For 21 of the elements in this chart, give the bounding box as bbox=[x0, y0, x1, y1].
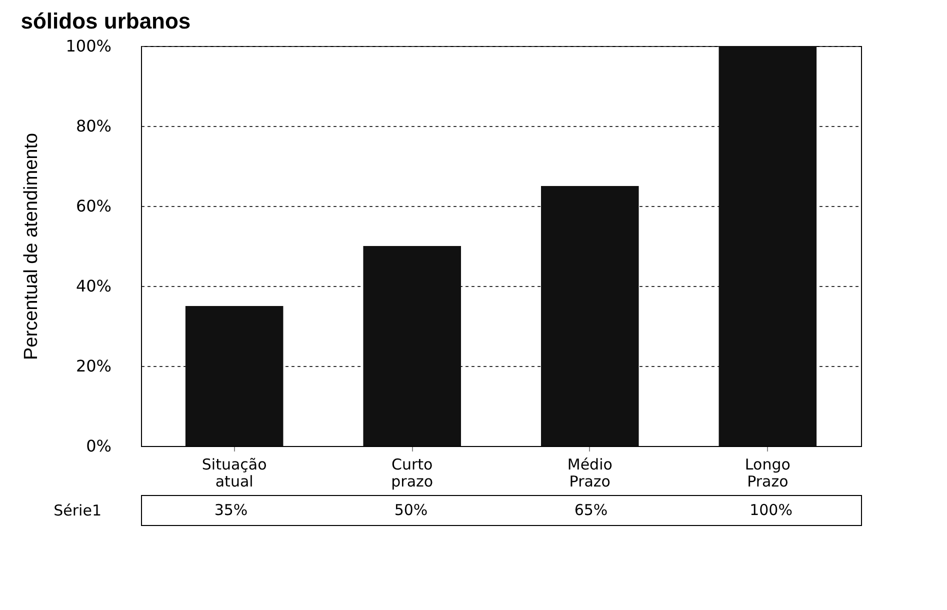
bar bbox=[541, 186, 639, 446]
text: Série1 bbox=[54, 502, 102, 520]
bar bbox=[185, 306, 284, 446]
y-tick-label: 60% bbox=[76, 196, 112, 216]
data-label: 65% bbox=[574, 501, 608, 519]
y-axis-title: Percentual de atendimento bbox=[20, 132, 42, 360]
data-label: 100% bbox=[750, 501, 792, 519]
y-tick-label: 0% bbox=[86, 436, 112, 456]
x-tick-label: Curto prazo bbox=[391, 456, 434, 490]
y-tick-label: 40% bbox=[76, 276, 112, 296]
data-label: 50% bbox=[394, 501, 428, 519]
bar bbox=[718, 46, 817, 446]
data-label: 35% bbox=[214, 501, 248, 519]
x-tick-label: Médio Prazo bbox=[567, 456, 612, 490]
y-tick-label: 20% bbox=[76, 356, 112, 376]
bar bbox=[363, 246, 461, 446]
chart-title: sólidos urbanos bbox=[20, 8, 191, 34]
y-tick-label: 80% bbox=[76, 116, 112, 136]
x-tick-label: Longo Prazo bbox=[744, 456, 790, 490]
x-tick-label: Situação atual bbox=[202, 456, 267, 490]
y-tick-label: 100% bbox=[66, 36, 112, 56]
